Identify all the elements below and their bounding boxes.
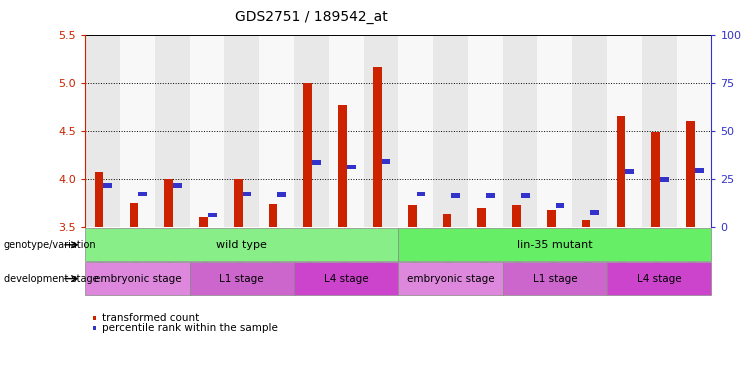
Bar bbox=[416, 192, 425, 196]
Bar bbox=[591, 210, 599, 215]
Bar bbox=[547, 210, 556, 227]
Bar bbox=[339, 105, 347, 227]
Bar bbox=[269, 204, 277, 227]
Bar bbox=[294, 35, 329, 227]
Bar bbox=[329, 35, 364, 227]
Text: GDS2751 / 189542_at: GDS2751 / 189542_at bbox=[235, 10, 388, 23]
Text: transformed count: transformed count bbox=[102, 313, 199, 323]
Text: percentile rank within the sample: percentile rank within the sample bbox=[102, 323, 279, 333]
Bar bbox=[165, 179, 173, 227]
Bar bbox=[225, 35, 259, 227]
Bar bbox=[651, 131, 660, 227]
Bar bbox=[512, 205, 521, 227]
Bar bbox=[347, 165, 356, 169]
Bar bbox=[259, 35, 294, 227]
Bar bbox=[304, 83, 312, 227]
Bar bbox=[556, 203, 565, 208]
Bar bbox=[521, 194, 530, 198]
Bar bbox=[207, 213, 216, 217]
Bar bbox=[537, 35, 572, 227]
Bar bbox=[625, 169, 634, 174]
Bar bbox=[572, 35, 607, 227]
Text: L4 stage: L4 stage bbox=[324, 273, 368, 284]
Bar bbox=[373, 67, 382, 227]
Text: development stage: development stage bbox=[4, 273, 99, 284]
Bar bbox=[695, 169, 703, 173]
Bar bbox=[660, 177, 668, 182]
Bar bbox=[442, 214, 451, 227]
Text: embryonic stage: embryonic stage bbox=[93, 273, 182, 284]
Bar bbox=[382, 159, 391, 164]
Text: wild type: wild type bbox=[216, 240, 268, 250]
Text: L4 stage: L4 stage bbox=[637, 273, 682, 284]
Bar bbox=[95, 172, 104, 227]
Bar bbox=[173, 183, 182, 188]
Text: L1 stage: L1 stage bbox=[533, 273, 577, 284]
Bar bbox=[234, 179, 242, 227]
Bar bbox=[677, 35, 711, 227]
Bar bbox=[364, 35, 398, 227]
Text: embryonic stage: embryonic stage bbox=[407, 273, 494, 284]
Bar bbox=[155, 35, 190, 227]
Text: genotype/variation: genotype/variation bbox=[4, 240, 96, 250]
Bar bbox=[468, 35, 502, 227]
Bar bbox=[502, 35, 537, 227]
Bar bbox=[451, 194, 460, 198]
Bar bbox=[486, 194, 495, 198]
Bar bbox=[607, 35, 642, 227]
Bar bbox=[408, 205, 416, 227]
Bar bbox=[104, 183, 112, 188]
Bar bbox=[642, 35, 677, 227]
Bar bbox=[617, 116, 625, 227]
Bar bbox=[139, 192, 147, 196]
Bar bbox=[277, 192, 286, 197]
Bar bbox=[190, 35, 225, 227]
Text: lin-35 mutant: lin-35 mutant bbox=[517, 240, 593, 250]
Bar bbox=[120, 35, 155, 227]
Bar bbox=[242, 192, 251, 196]
Bar bbox=[130, 203, 139, 227]
Bar bbox=[477, 209, 486, 227]
Bar bbox=[312, 160, 321, 165]
Bar bbox=[199, 217, 207, 227]
Bar bbox=[85, 35, 120, 227]
Bar bbox=[686, 121, 695, 227]
Bar bbox=[433, 35, 468, 227]
Text: L1 stage: L1 stage bbox=[219, 273, 264, 284]
Bar bbox=[582, 220, 591, 227]
Bar bbox=[399, 35, 433, 227]
